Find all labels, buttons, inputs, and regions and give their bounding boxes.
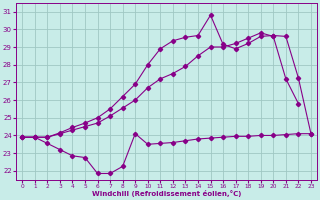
- X-axis label: Windchill (Refroidissement éolien,°C): Windchill (Refroidissement éolien,°C): [92, 190, 241, 197]
